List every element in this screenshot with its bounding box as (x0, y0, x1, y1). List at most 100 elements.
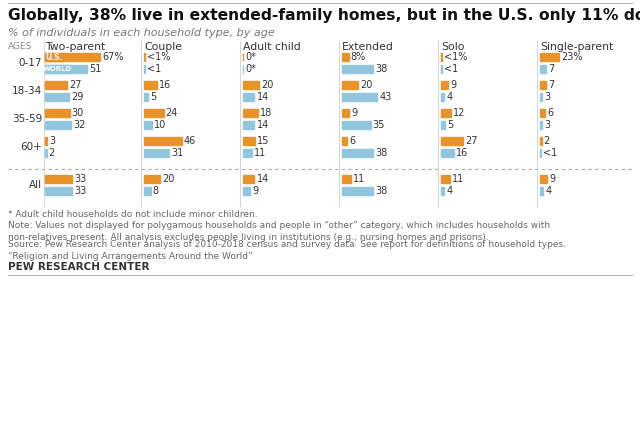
Text: Adult child: Adult child (243, 42, 301, 52)
Bar (243, 121, 255, 129)
Bar (45, 53, 100, 61)
Bar (243, 175, 255, 183)
Text: 33: 33 (74, 186, 86, 196)
Text: 18: 18 (260, 108, 272, 118)
Text: 8%: 8% (351, 52, 366, 62)
Text: 11: 11 (353, 174, 365, 184)
Bar (144, 175, 161, 183)
Bar (144, 109, 164, 117)
Text: 35-59: 35-59 (12, 114, 42, 124)
Bar (144, 53, 145, 61)
Bar (540, 149, 541, 157)
Text: 6: 6 (349, 136, 355, 146)
Text: 20: 20 (163, 174, 175, 184)
Text: 33: 33 (74, 174, 86, 184)
Text: 67%: 67% (102, 52, 124, 62)
Bar (144, 137, 182, 145)
Bar (342, 121, 371, 129)
Text: 60+: 60+ (20, 142, 42, 152)
Bar (441, 65, 442, 73)
Bar (45, 121, 71, 129)
Bar (441, 93, 444, 101)
Bar (45, 93, 69, 101)
Text: 4: 4 (545, 186, 552, 196)
Bar (540, 53, 559, 61)
Text: 32: 32 (73, 120, 86, 130)
Bar (144, 93, 148, 101)
Text: 46: 46 (184, 136, 196, 146)
Bar (342, 187, 373, 195)
Text: 29: 29 (71, 92, 83, 102)
Text: Source: Pew Research Center analysis of 2010-2018 census and survey data. See re: Source: Pew Research Center analysis of … (8, 240, 566, 261)
Text: 14: 14 (257, 174, 269, 184)
Bar (243, 149, 252, 157)
Bar (342, 137, 347, 145)
Text: 11: 11 (452, 174, 464, 184)
Bar (243, 81, 259, 89)
Bar (342, 109, 349, 117)
Bar (441, 187, 444, 195)
Text: 38: 38 (375, 148, 387, 158)
Bar (342, 81, 358, 89)
Bar (540, 81, 546, 89)
Bar (243, 109, 258, 117)
Text: <1%: <1% (147, 52, 170, 62)
Text: All: All (29, 180, 42, 190)
Bar (342, 175, 351, 183)
Bar (45, 65, 69, 73)
Text: 0-17: 0-17 (19, 58, 42, 68)
Text: <1: <1 (543, 148, 557, 158)
Text: 8: 8 (152, 186, 159, 196)
Text: 9: 9 (351, 108, 358, 118)
Bar (441, 175, 450, 183)
Text: 9: 9 (549, 174, 556, 184)
Text: 20: 20 (360, 80, 372, 90)
Bar (144, 149, 170, 157)
Bar (45, 53, 63, 61)
Text: 43: 43 (380, 92, 392, 102)
Text: <1: <1 (444, 64, 458, 74)
Text: 4: 4 (446, 92, 452, 102)
Text: Note: Values not displayed for polygamous households and people in “other” categ: Note: Values not displayed for polygamou… (8, 221, 550, 242)
Text: Single-parent: Single-parent (540, 42, 613, 52)
Text: Solo: Solo (441, 42, 465, 52)
Text: <1: <1 (147, 64, 161, 74)
Text: 27: 27 (465, 136, 477, 146)
Bar (441, 121, 445, 129)
Bar (540, 137, 541, 145)
Text: 11: 11 (254, 148, 266, 158)
Text: Globally, 38% live in extended-family homes, but in the U.S. only 11% do: Globally, 38% live in extended-family ho… (8, 8, 640, 23)
Bar (540, 121, 543, 129)
Bar (243, 137, 255, 145)
Text: Extended: Extended (342, 42, 394, 52)
Text: 2: 2 (49, 148, 55, 158)
Bar (441, 81, 449, 89)
Bar (540, 175, 547, 183)
Bar (342, 65, 373, 73)
Bar (144, 65, 145, 73)
Text: 9: 9 (451, 80, 456, 90)
Bar (144, 81, 157, 89)
Text: 20: 20 (261, 80, 274, 90)
Text: 2: 2 (543, 136, 550, 146)
Text: 27: 27 (69, 80, 82, 90)
Text: 3: 3 (545, 92, 550, 102)
Text: 3: 3 (545, 120, 550, 130)
Text: 16: 16 (456, 148, 468, 158)
Text: 14: 14 (257, 120, 269, 130)
Text: 0*: 0* (245, 52, 256, 62)
Text: 7: 7 (548, 80, 554, 90)
Text: 16: 16 (159, 80, 172, 90)
Bar (45, 187, 72, 195)
Text: Couple: Couple (144, 42, 182, 52)
Bar (45, 149, 47, 157)
Text: 0*: 0* (245, 64, 256, 74)
Text: 35: 35 (372, 120, 385, 130)
Text: 6: 6 (547, 108, 553, 118)
Text: 10: 10 (154, 120, 166, 130)
Text: Two-parent: Two-parent (45, 42, 105, 52)
Bar (45, 175, 72, 183)
Text: WORLD: WORLD (42, 66, 72, 72)
Text: 38: 38 (375, 64, 387, 74)
Bar (342, 93, 378, 101)
